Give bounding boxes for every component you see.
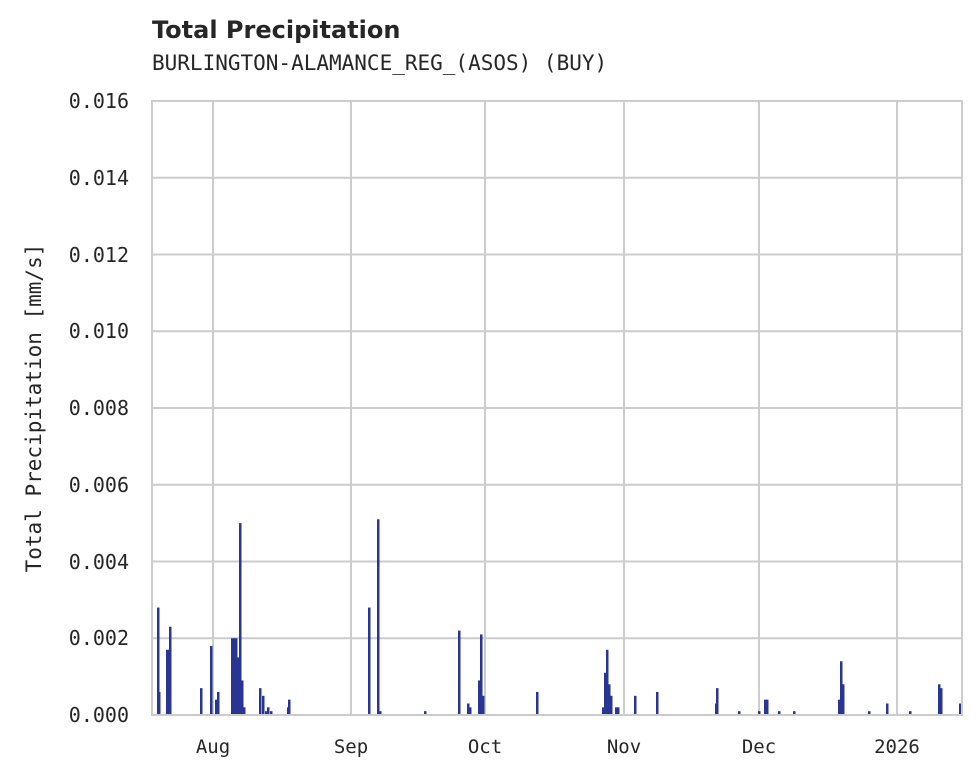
x-tick-label: 2026 [874,736,920,758]
y-tick-label: 0.006 [68,472,129,497]
x-tick-label: Sep [333,736,369,758]
y-tick-label: 0.002 [68,626,129,651]
y-tick-label: 0.012 [68,242,129,267]
x-tick-label: Dec [741,736,777,758]
chart-title: Total Precipitation [152,16,401,44]
plot-frame [151,100,963,716]
y-tick-label: 0.010 [68,319,129,344]
gridlines [152,100,962,716]
y-tick-label: 0.004 [68,549,129,574]
y-tick-label: 0.000 [68,703,129,727]
y-tick-label: 0.016 [68,89,129,113]
y-tick-label: 0.008 [68,396,129,420]
chart-subtitle: BURLINGTON-ALAMANCE_REG_(ASOS) (BUY) [152,51,608,75]
x-tick-label: Nov [606,736,642,758]
y-tick-label: 0.014 [68,165,129,190]
precipitation-bars [157,519,962,715]
x-tick-label: Aug [195,736,231,758]
x-tick-label: Oct [467,736,503,758]
